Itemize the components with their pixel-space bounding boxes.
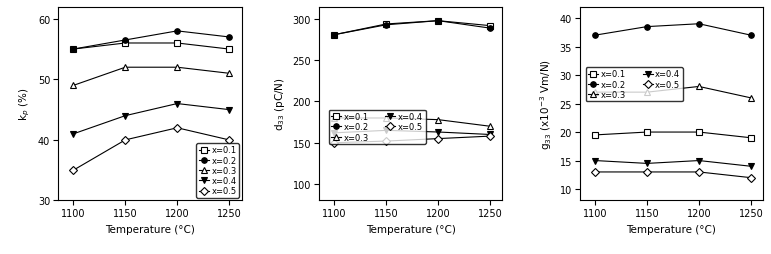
x=0.1 [433,20,443,23]
Line: x=0.4: x=0.4 [332,128,493,138]
x=0.1 [746,137,756,140]
Line: x=0.1: x=0.1 [71,41,232,53]
x=0.3 [591,91,600,94]
Line: x=0.5: x=0.5 [71,125,232,173]
x=0.4 [695,160,704,163]
x=0.3 [642,91,651,94]
X-axis label: Temperature (°C): Temperature (°C) [105,224,194,234]
x=0.5 [746,177,756,180]
x=0.5 [642,171,651,174]
x=0.3 [224,72,234,75]
Line: x=0.3: x=0.3 [592,84,753,101]
x=0.2 [382,24,391,27]
x=0.1 [121,42,130,45]
Y-axis label: k$_p$ (%): k$_p$ (%) [18,88,32,121]
x=0.4 [173,103,182,106]
Line: x=0.1: x=0.1 [592,130,753,141]
x=0.4 [591,160,600,163]
x=0.5 [224,139,234,142]
x=0.2 [695,23,704,26]
x=0.4 [433,131,443,134]
x=0.5 [485,135,494,138]
x=0.3 [173,66,182,69]
Line: x=0.3: x=0.3 [332,116,493,130]
x=0.2 [121,39,130,42]
x=0.1 [69,48,78,51]
x=0.3 [382,117,391,120]
Line: x=0.1: x=0.1 [332,19,493,38]
x=0.3 [746,97,756,100]
Line: x=0.2: x=0.2 [592,22,753,39]
x=0.2 [485,27,494,30]
Line: x=0.3: x=0.3 [71,65,232,89]
x=0.5 [173,127,182,130]
x=0.4 [746,165,756,168]
Line: x=0.4: x=0.4 [71,101,232,137]
x=0.2 [591,35,600,38]
Legend: x=0.1, x=0.2, x=0.3, x=0.4, x=0.5: x=0.1, x=0.2, x=0.3, x=0.4, x=0.5 [328,110,426,145]
x=0.5 [695,171,704,174]
x=0.1 [330,34,339,37]
x=0.4 [330,132,339,135]
x=0.3 [433,119,443,122]
x=0.2 [642,26,651,29]
Legend: x=0.1, x=0.2, x=0.3, x=0.4, x=0.5: x=0.1, x=0.2, x=0.3, x=0.4, x=0.5 [586,68,683,102]
x=0.2 [330,34,339,37]
x=0.5 [69,169,78,172]
x=0.4 [224,109,234,112]
Line: x=0.4: x=0.4 [592,158,753,169]
X-axis label: Temperature (°C): Temperature (°C) [365,224,456,234]
Legend: x=0.1, x=0.2, x=0.3, x=0.4, x=0.5: x=0.1, x=0.2, x=0.3, x=0.4, x=0.5 [197,144,239,198]
Line: x=0.2: x=0.2 [71,29,232,53]
x=0.5 [121,139,130,142]
x=0.5 [382,140,391,143]
x=0.5 [330,142,339,145]
X-axis label: Temperature (°C): Temperature (°C) [627,224,716,234]
Y-axis label: d$_{33}$ (pC/N): d$_{33}$ (pC/N) [273,77,287,131]
x=0.3 [485,125,494,128]
Line: x=0.5: x=0.5 [592,169,753,181]
x=0.2 [224,36,234,39]
x=0.3 [69,85,78,88]
x=0.1 [591,134,600,137]
Y-axis label: g$_{33}$ (x10$^{-3}$ Vm/N): g$_{33}$ (x10$^{-3}$ Vm/N) [538,59,554,149]
x=0.4 [121,115,130,118]
x=0.1 [382,23,391,26]
x=0.4 [382,129,391,132]
x=0.2 [173,30,182,33]
x=0.2 [69,48,78,51]
x=0.3 [330,117,339,120]
x=0.1 [695,131,704,134]
x=0.1 [173,42,182,45]
x=0.5 [591,171,600,174]
x=0.2 [746,35,756,38]
x=0.1 [485,25,494,28]
x=0.4 [642,162,651,165]
x=0.1 [642,131,651,134]
x=0.3 [121,66,130,69]
x=0.4 [69,133,78,136]
x=0.3 [695,86,704,89]
x=0.5 [433,137,443,140]
x=0.1 [224,48,234,51]
Line: x=0.2: x=0.2 [332,19,493,38]
Line: x=0.5: x=0.5 [332,134,493,146]
x=0.2 [433,20,443,23]
x=0.4 [485,133,494,136]
